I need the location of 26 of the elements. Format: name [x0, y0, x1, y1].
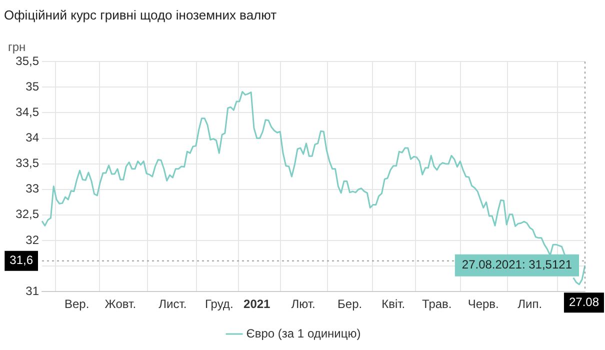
y-tick-label: 35	[26, 79, 40, 94]
x-tick-label: Жовт.	[104, 297, 136, 312]
x-tick-label: Груд.	[204, 297, 234, 312]
y-tick-label: 33	[26, 182, 40, 196]
y-tick-label: 33,5	[16, 156, 40, 170]
y-tick-label: 31	[26, 284, 40, 298]
chart-title: Офіційний курс гривні щодо іноземних валют	[4, 7, 277, 22]
annotation: 27.08.2021: 31,5121	[462, 258, 572, 272]
x-tick-label: Лист.	[158, 297, 187, 312]
y-tick-label: 35,5	[16, 54, 40, 68]
y-tick-label: 34	[26, 130, 40, 145]
y-tick-label: 34,5	[16, 105, 40, 120]
x-tick-label: 2021	[244, 297, 271, 312]
x-tick-label: Трав.	[422, 297, 452, 312]
x-tick-label: Квіт.	[382, 297, 406, 312]
y-axis-title: грн	[8, 40, 26, 54]
legend-label: Євро (за 1 одиницю)	[246, 326, 361, 340]
x-tick-label: Лют.	[291, 297, 316, 312]
ref-line-label: 31,6	[10, 253, 34, 268]
y-tick-label: 32,5	[16, 207, 40, 222]
x-tick-label: Бер.	[338, 297, 362, 312]
x-tick-label: Черв.	[468, 297, 499, 312]
x-tick-label: 27.08	[568, 294, 600, 309]
x-tick-label: Лип.	[518, 297, 542, 312]
x-tick-label: Вер.	[64, 297, 90, 312]
y-tick-label: 32	[26, 232, 40, 247]
